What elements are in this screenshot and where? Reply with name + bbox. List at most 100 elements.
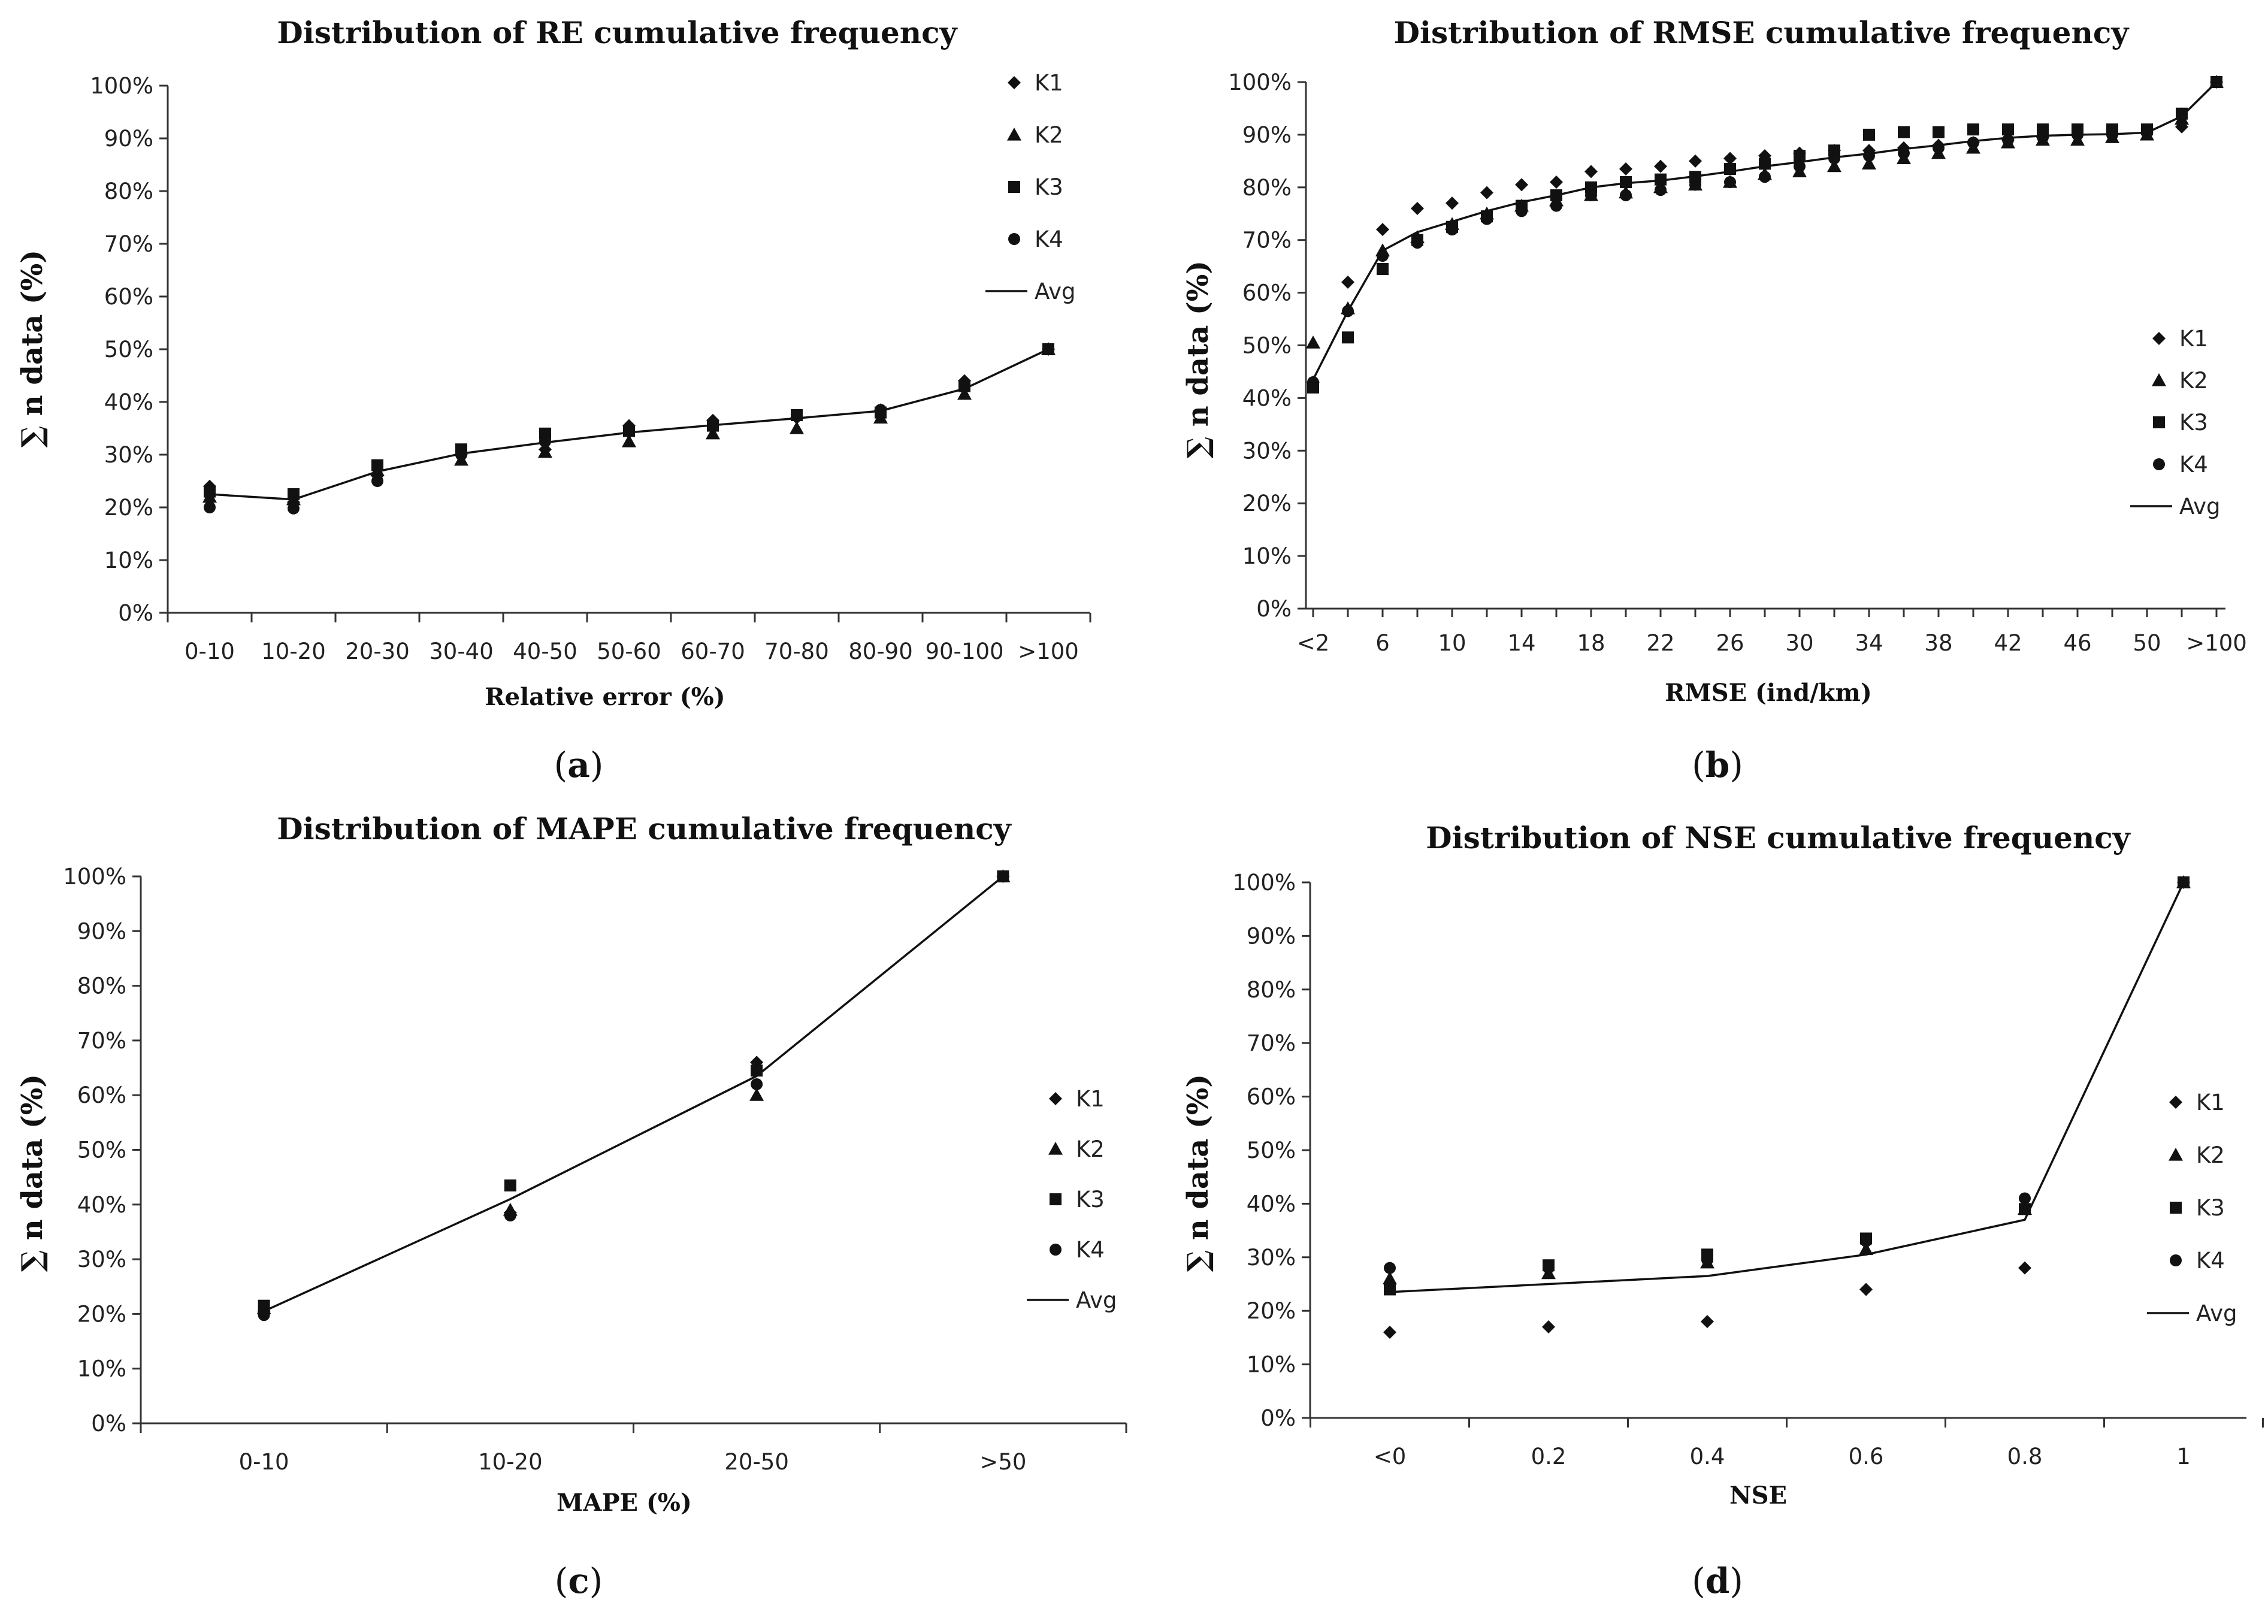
panel-a-legend-k1-marker: [1008, 76, 1021, 89]
panel-d-x-tick-label: <0: [1374, 1444, 1407, 1469]
panel-b-y-tick-label: 100%: [1228, 69, 1292, 95]
panel-a-series-k4-point: [707, 417, 719, 430]
panel-b-x-tick-label: 30: [1785, 630, 1813, 656]
panel-d-legend-avg-label: Avg: [2196, 1301, 2237, 1326]
panel-d-legend-k1-label: K1: [2196, 1090, 2225, 1115]
panel-b-legend-k2-label: K2: [2179, 368, 2208, 394]
panel-b-series-k4-point: [1585, 189, 1597, 201]
panel-c-series-avg-line: [263, 875, 1004, 1312]
panel-b-series-k4-point: [1342, 305, 1354, 317]
panel-c-y-tick-label: 70%: [77, 1028, 126, 1054]
panel-b-y-tick-label: 50%: [1242, 333, 1292, 359]
panel-a-series-k4-point: [623, 425, 635, 437]
panel-d-series-k2-point: [1383, 1271, 1397, 1285]
panel-b-x-tick-label: 42: [1994, 630, 2022, 656]
panel-a-series-k4-point: [204, 501, 216, 513]
panel-c-y-tick-label: 100%: [63, 864, 126, 890]
panel-b-series-k4-point: [1550, 199, 1562, 212]
panel-b-y-tick-label: 70%: [1242, 228, 1292, 253]
panel-b-ylabel: ∑ n data (%): [1181, 261, 1215, 458]
panel-d-label-letter: d: [1705, 1561, 1730, 1601]
panel-a-label-letter: a: [567, 745, 590, 785]
panel-b-legend-k1-label: K1: [2179, 326, 2208, 352]
panel-a-x-tick-label: 80-90: [848, 639, 913, 664]
panel-d-y-tick-label: 100%: [1232, 870, 1296, 896]
panel-a-legend: K1 K2 K3 K4 Avg: [985, 70, 1076, 304]
panel-c-label: (c): [555, 1561, 603, 1601]
panel-c-series-k4-point: [504, 1209, 516, 1222]
panel-d: Distribution of NSE cumulative frequency…: [1181, 820, 2264, 1601]
panel-c-legend-k1-label: K1: [1076, 1086, 1105, 1112]
panel-a-series-k4-point: [455, 449, 467, 461]
panel-a-xlabel: Relative error (%): [485, 683, 725, 711]
panel-c-ylabel: ∑ n data (%): [16, 1074, 49, 1272]
panel-b-x-tick-label: 46: [2063, 630, 2091, 656]
panel-a-x-tick-label: 10-20: [261, 639, 326, 664]
panel-d-legend-k4-marker: [2170, 1254, 2182, 1266]
panel-c-series-k3-point: [751, 1064, 763, 1077]
panel-c-legend-k1-marker: [1049, 1092, 1062, 1105]
panel-d-title: Distribution of NSE cumulative frequency: [1426, 820, 2131, 855]
panel-b-series-k4-point: [1724, 176, 1736, 189]
panel-c: Distribution of MAPE cumulative frequenc…: [16, 811, 1127, 1601]
panel-a-legend-k4-marker: [1008, 233, 1020, 245]
panel-c-legend: K1 K2 K3 K4 Avg: [1027, 1086, 1117, 1313]
panel-a-series-k2-point: [706, 426, 720, 440]
panel-b-y-tick-label: 80%: [1242, 175, 1292, 201]
panel-a-ylabel: ∑ n data (%): [16, 250, 49, 447]
panel-a-y-tick-label: 30%: [104, 442, 153, 468]
panel-c-plot: 0% 10% 20% 30% 40% 50% 60% 70% 80% 90% 100% 0-10 10-…: [63, 864, 1127, 1475]
panel-d-label-close: ): [1729, 1561, 1743, 1601]
panel-c-y-tick-label: 90%: [77, 918, 126, 944]
panel-c-y-tick-label: 10%: [77, 1356, 126, 1382]
panel-c-y-tick-label: 40%: [77, 1192, 126, 1218]
panel-b-series-k4-point: [1967, 137, 1979, 149]
panel-c-legend-avg-label: Avg: [1076, 1287, 1117, 1313]
panel-c-title: Distribution of MAPE cumulative frequenc…: [277, 811, 1012, 846]
panel-c-legend-k3-label: K3: [1076, 1187, 1105, 1212]
panel-a-series-k4-point: [791, 409, 803, 421]
panel-b-series-k2-point: [1827, 159, 1841, 173]
panel-b-legend-k2-marker: [2152, 373, 2166, 386]
panel-b-series-k4-point: [1828, 152, 1840, 165]
panel-b-y-tick-label: 0%: [1256, 596, 1292, 622]
panel-a-legend-k3-label: K3: [1035, 174, 1063, 200]
panel-b-y-tick-label: 60%: [1242, 280, 1292, 306]
panel-a-y-tick-label: 50%: [104, 337, 153, 362]
panel-a-x-tick-label: >100: [1018, 639, 1079, 664]
panel-b-legend-k4-label: K4: [2179, 452, 2208, 477]
panel-b-x-tick-label: <2: [1297, 630, 1330, 656]
panel-a-title: Distribution of RE cumulative frequency: [277, 15, 958, 50]
panel-b-series-k3-point: [1967, 123, 1979, 136]
panel-b-series-k4-point: [1689, 179, 1701, 191]
panel-b-xlabel: RMSE (ind/km): [1665, 679, 1872, 707]
panel-d-plot: 0% 10% 20% 30% 40% 50% 60% 70% 80% 90% 100% <0 0.2 0.…: [1232, 870, 2264, 1469]
panel-b-series-k3-point: [1863, 128, 1875, 141]
panel-d-y-tick-label: 60%: [1247, 1084, 1296, 1110]
panel-b-series-k4-point: [2210, 76, 2222, 88]
panel-b-y-tick-label: 90%: [1242, 122, 1292, 148]
panel-a-x-tick-label: 30-40: [429, 639, 494, 664]
panel-b-series-k1-point: [1515, 178, 1528, 192]
panel-b-label-letter: b: [1705, 745, 1730, 785]
panel-c-series-k4-point: [751, 1078, 763, 1090]
panel-a-legend-k2-label: K2: [1035, 122, 1063, 148]
panel-b-series-k1-point: [1446, 196, 1459, 210]
panel-b-series-k1-point: [1411, 201, 1424, 215]
panel-b-series-k2-point: [1306, 335, 1320, 349]
panel-b-label: (b): [1692, 745, 1743, 785]
panel-b-series-k3-point: [1759, 158, 1771, 170]
panel-b-series-k4-point: [2176, 107, 2188, 120]
panel-c-x-tick-label: 0-10: [239, 1449, 289, 1475]
panel-b-x-tick-label: 38: [1924, 630, 1952, 656]
panel-b-legend-k3-label: K3: [2179, 410, 2208, 436]
panel-d-y-tick-label: 20%: [1247, 1298, 1296, 1324]
panel-d-y-tick-label: 0%: [1260, 1405, 1296, 1431]
panel-b-series-k1-point: [1619, 162, 1632, 176]
panel-b-x-tick-label: 50: [2133, 630, 2161, 656]
panel-d-y-tick-label: 80%: [1247, 977, 1296, 1003]
panel-c-series-k4-point: [997, 870, 1009, 882]
panel-b-series-k3-point: [2002, 123, 2014, 136]
panel-b-series-k3-point: [1794, 150, 1806, 162]
panel-b-series-k4-point: [2037, 131, 2049, 144]
